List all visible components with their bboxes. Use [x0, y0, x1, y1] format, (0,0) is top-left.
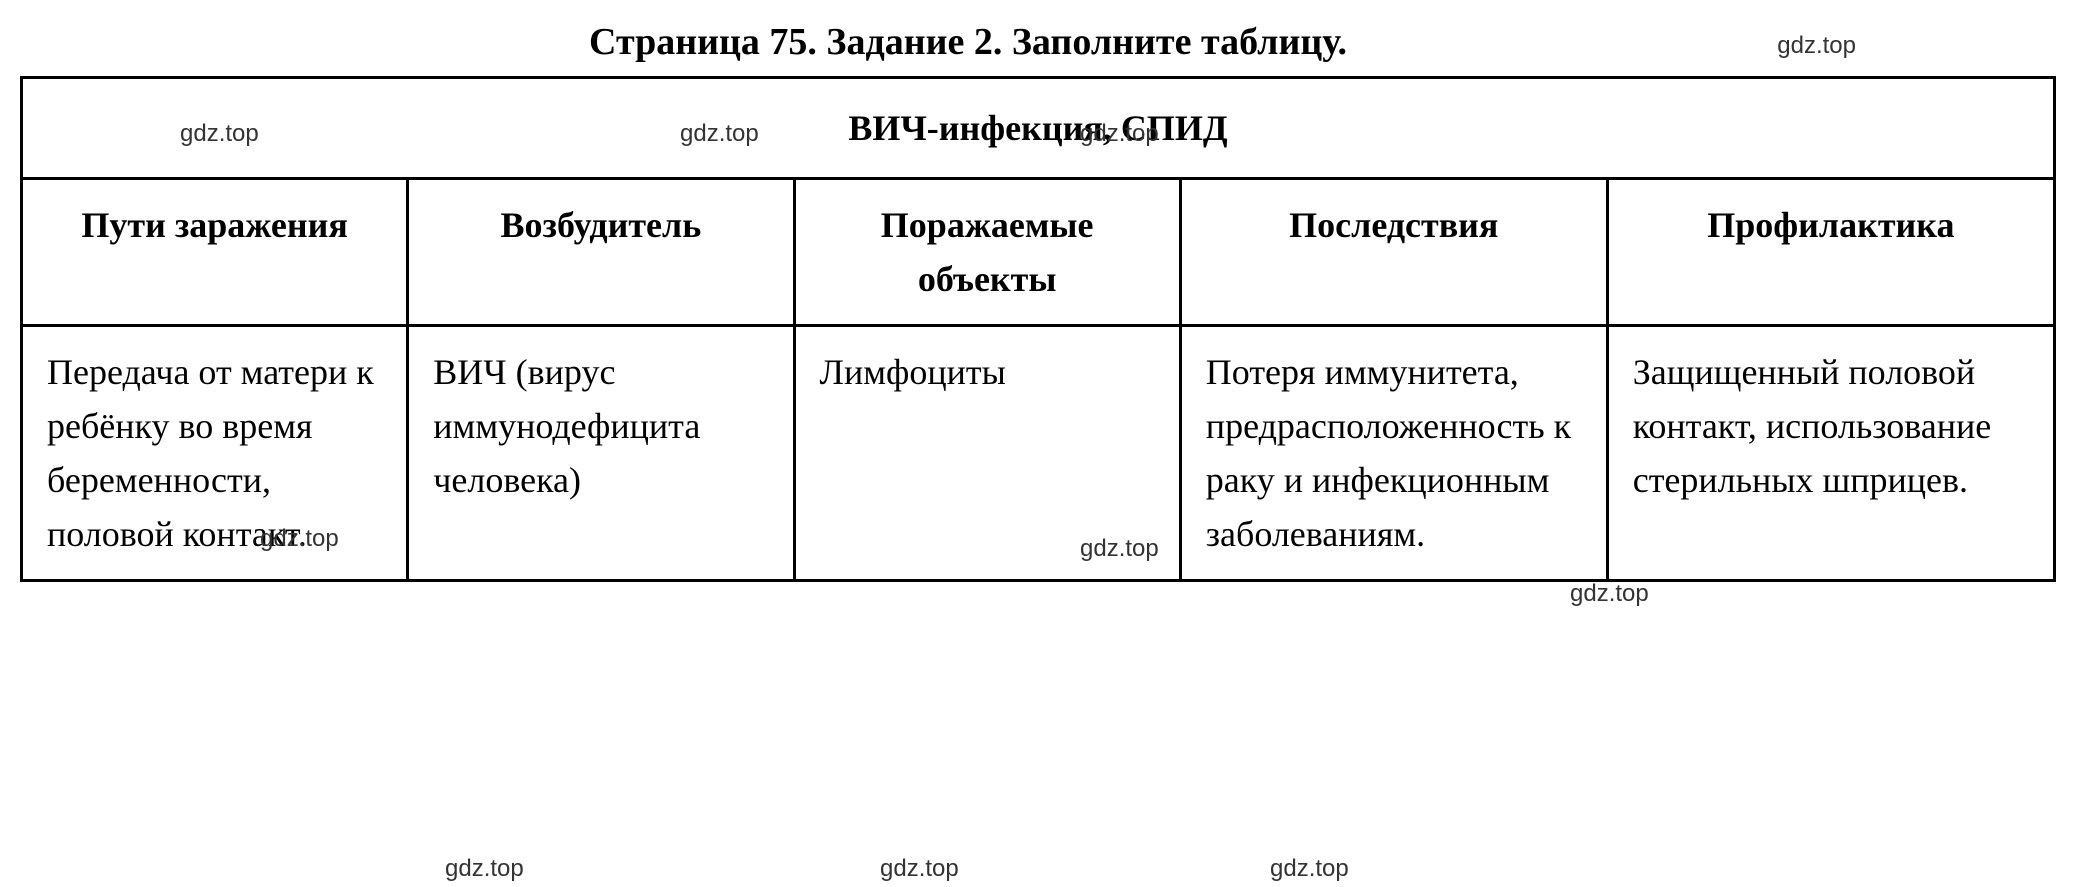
table-header-row: Пути заражения Возбудитель Поражаемые об… — [22, 179, 2055, 326]
table-cell: Потеря иммунитета, предрасположенность к… — [1180, 326, 1607, 581]
table-cell: Защищенный половой контакт, использовани… — [1607, 326, 2054, 581]
page-title: Страница 75. Задание 2. Заполните таблиц… — [20, 20, 2056, 64]
column-header: Поражаемые объекты — [794, 179, 1180, 326]
page-container: Страница 75. Задание 2. Заполните таблиц… — [20, 20, 2056, 582]
table-title-row: ВИЧ-инфекция, СПИД — [22, 78, 2055, 179]
watermark: gdz.top — [880, 855, 959, 883]
column-header: Профилактика — [1607, 179, 2054, 326]
table-cell: Лимфоциты — [794, 326, 1180, 581]
column-header: Возбудитель — [408, 179, 794, 326]
watermark: gdz.top — [1270, 855, 1349, 883]
table-title: ВИЧ-инфекция, СПИД — [22, 78, 2055, 179]
data-table: ВИЧ-инфекция, СПИД Пути заражения Возбуд… — [20, 76, 2056, 582]
column-header: Пути заражения — [22, 179, 408, 326]
table-cell: ВИЧ (вирус иммунодефицита человека) — [408, 326, 794, 581]
watermark: gdz.top — [445, 855, 524, 883]
watermark: gdz.top — [1570, 580, 1649, 608]
table-cell: Передача от матери к ребёнку во время бе… — [22, 326, 408, 581]
table-row: Передача от матери к ребёнку во время бе… — [22, 326, 2055, 581]
column-header: Последствия — [1180, 179, 1607, 326]
